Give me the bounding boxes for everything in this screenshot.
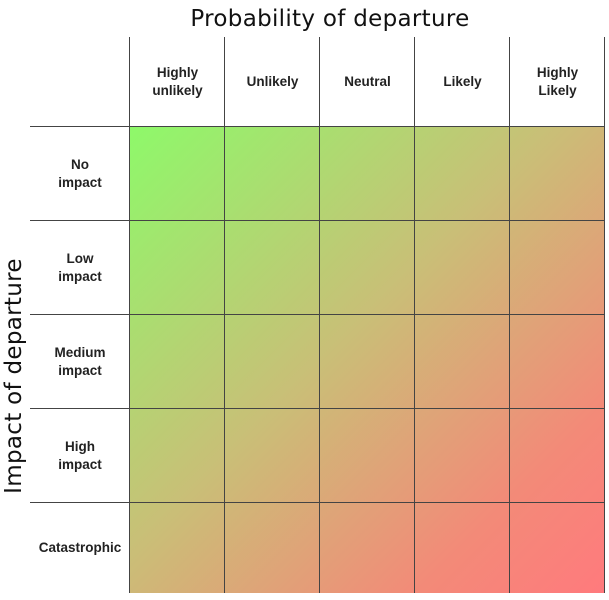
grid-line-vertical [604,37,605,593]
row-header-high-impact: High impact [58,439,102,472]
grid-line-vertical [509,37,510,593]
column-header-neutral: Neutral [344,74,391,89]
column-header-highly-unlikely: Highly unlikely [152,65,203,98]
column-header-highly-likely: Highly Likely [536,65,579,98]
grid-line-horizontal [30,126,605,127]
y-axis-label: Impact of departure [1,258,27,494]
grid-line-horizontal [30,408,605,409]
risk-gradient-grid [130,127,605,593]
column-header-unlikely: Unlikely [246,74,299,89]
column-header-likely: Likely [443,74,482,89]
grid-line-vertical [319,37,320,593]
row-header-catastrophic: Catastrophic [38,540,122,555]
grid-line-horizontal [30,502,605,503]
row-header-medium-impact: Medium impact [54,345,106,378]
grid-line-vertical [414,37,415,593]
grid-line-vertical [224,37,225,593]
grid-line-horizontal [30,220,605,221]
row-header-no-impact: No impact [58,157,102,190]
grid-line-horizontal [30,314,605,315]
row-header-low-impact: Low impact [58,251,102,284]
chart-title: Probability of departure [190,6,470,32]
grid-line-vertical [129,37,130,593]
